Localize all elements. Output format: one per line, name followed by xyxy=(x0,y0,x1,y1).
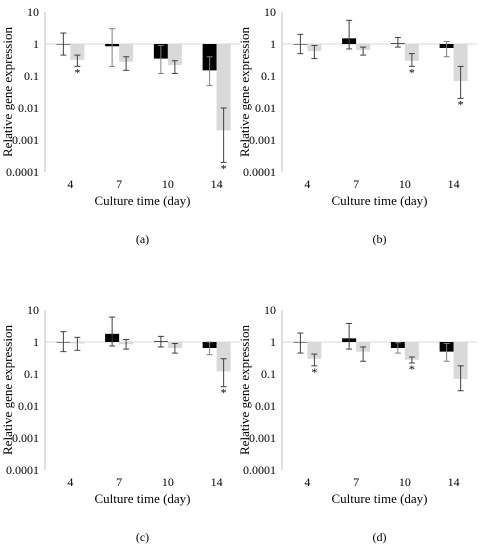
y-tick-label: 10 xyxy=(264,303,276,317)
bar xyxy=(404,342,419,360)
x-tick-label: 4 xyxy=(304,475,310,489)
y-tick-label: 0.0001 xyxy=(243,165,276,179)
x-tick-label: 10 xyxy=(162,475,174,489)
x-axis-label: Culture time (day) xyxy=(94,193,190,208)
y-tick-label: 0.01 xyxy=(255,101,276,115)
panel-label: (d) xyxy=(373,530,387,544)
y-axis-label: Relative gene expression xyxy=(237,27,252,157)
y-tick-label: 0.01 xyxy=(18,399,39,413)
y-tick-label: 0.0001 xyxy=(6,463,39,477)
x-tick-label: 4 xyxy=(67,475,73,489)
y-tick-label: 10 xyxy=(264,5,276,19)
x-axis-label: Culture time (day) xyxy=(94,491,190,506)
bar xyxy=(453,342,468,379)
y-tick-label: 1 xyxy=(33,335,39,349)
chart-panel-2: 10 1 0.1 0.01 0.001 0.0001 Relative gene expre… xyxy=(237,5,477,246)
bar xyxy=(119,44,134,62)
y-tick-label: 0.1 xyxy=(261,367,276,381)
x-tick-label: 7 xyxy=(116,475,122,489)
panel-label: (b) xyxy=(373,232,387,246)
y-tick-label: 10 xyxy=(27,303,39,317)
y-axis-label: Relative gene expression xyxy=(0,325,15,455)
x-tick-label: 14 xyxy=(448,475,460,489)
x-axis-label: Culture time (day) xyxy=(331,491,427,506)
significance-asterisk: * xyxy=(409,362,415,376)
chart-panel-3: 10 1 0.1 0.01 0.001 0.0001 Relative gene expre… xyxy=(0,303,240,544)
significance-asterisk: * xyxy=(458,97,464,111)
panel-label: (a) xyxy=(136,232,149,246)
y-tick-label: 10 xyxy=(27,5,39,19)
y-tick-label: 0.001 xyxy=(249,431,276,445)
x-tick-label: 7 xyxy=(353,475,359,489)
x-tick-label: 4 xyxy=(304,177,310,191)
bar xyxy=(453,44,468,81)
bar xyxy=(216,342,231,372)
y-tick-label: 0.01 xyxy=(18,101,39,115)
significance-asterisk: * xyxy=(221,161,227,175)
bar xyxy=(404,44,419,61)
y-axis-label: Relative gene expression xyxy=(0,27,15,157)
x-tick-label: 10 xyxy=(162,177,174,191)
y-tick-label: 0.0001 xyxy=(6,165,39,179)
chart-panel-4: 10 1 0.1 0.01 0.001 0.0001 Relative gene expre… xyxy=(237,303,477,544)
x-tick-label: 7 xyxy=(353,177,359,191)
y-tick-label: 1 xyxy=(270,37,276,51)
panel-label: (c) xyxy=(136,530,149,544)
y-tick-label: 1 xyxy=(33,37,39,51)
y-tick-label: 0.1 xyxy=(261,69,276,83)
y-tick-label: 0.1 xyxy=(24,367,39,381)
y-tick-label: 0.1 xyxy=(24,69,39,83)
significance-asterisk: * xyxy=(311,365,317,379)
x-tick-label: 10 xyxy=(399,475,411,489)
chart-panel-1: 10 1 0.1 0.01 0.001 0.0001 Relative gene expre… xyxy=(0,5,240,246)
bar xyxy=(167,44,182,66)
significance-asterisk: * xyxy=(409,65,415,79)
y-tick-label: 0.01 xyxy=(255,399,276,413)
x-tick-label: 7 xyxy=(116,177,122,191)
y-axis-label: Relative gene expression xyxy=(237,325,252,455)
x-tick-label: 14 xyxy=(448,177,460,191)
y-tick-label: 0.001 xyxy=(12,431,39,445)
x-tick-label: 14 xyxy=(211,475,223,489)
x-axis-label: Culture time (day) xyxy=(331,193,427,208)
y-tick-label: 1 xyxy=(270,335,276,349)
x-tick-label: 4 xyxy=(67,177,73,191)
x-tick-label: 14 xyxy=(211,177,223,191)
bar xyxy=(70,44,85,60)
y-tick-label: 0.001 xyxy=(249,133,276,147)
bar xyxy=(216,44,231,131)
bar xyxy=(307,342,322,359)
y-tick-label: 0.001 xyxy=(12,133,39,147)
significance-asterisk: * xyxy=(74,65,80,79)
x-tick-label: 10 xyxy=(399,177,411,191)
y-tick-label: 0.0001 xyxy=(243,463,276,477)
significance-asterisk: * xyxy=(221,386,227,400)
